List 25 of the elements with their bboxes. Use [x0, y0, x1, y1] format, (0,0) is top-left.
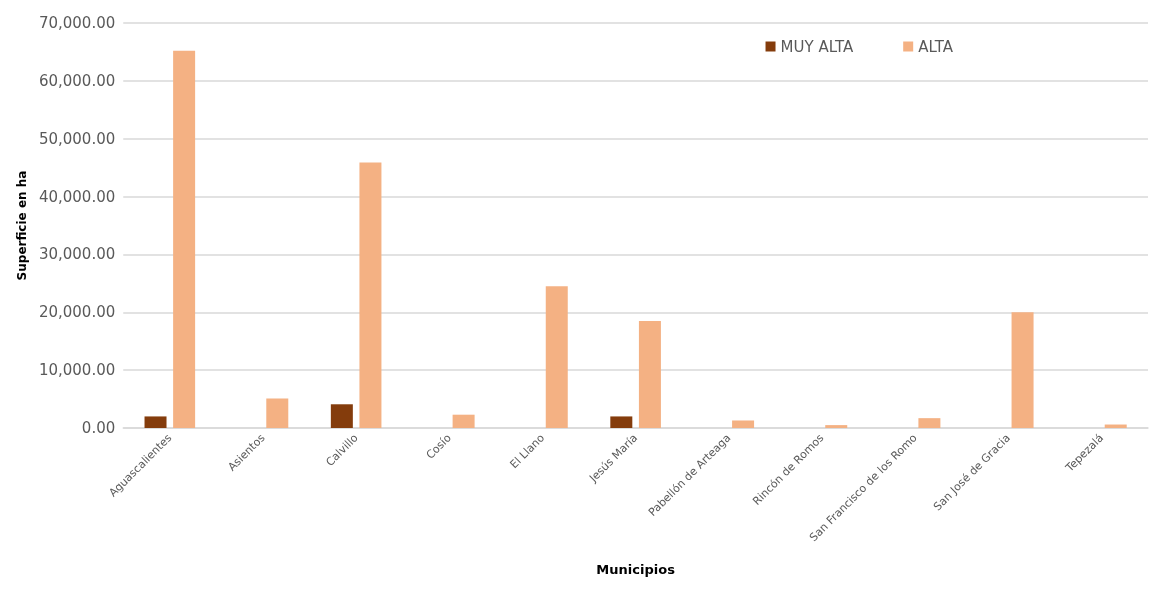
bar — [266, 398, 289, 428]
legend-label: ALTA — [918, 37, 954, 56]
y-tick-label: 40,000.00 — [38, 187, 116, 206]
legend-label: MUY ALTA — [780, 37, 854, 56]
bar — [918, 418, 941, 428]
bar — [452, 414, 475, 428]
y-tick-label: 10,000.00 — [38, 361, 116, 380]
bar — [1011, 312, 1034, 428]
bar — [638, 320, 661, 428]
bar — [545, 286, 568, 428]
x-axis-title: Municipios — [596, 562, 676, 577]
bar — [732, 420, 755, 428]
bar — [330, 404, 353, 428]
y-tick-label: 60,000.00 — [38, 71, 116, 90]
y-axis-title: Superficie en ha — [15, 170, 29, 281]
bar — [359, 162, 382, 428]
bar — [610, 416, 633, 428]
y-tick-label: 50,000.00 — [38, 129, 116, 148]
bar — [144, 416, 167, 428]
bar — [825, 425, 848, 428]
y-tick-label: 70,000.00 — [38, 14, 116, 32]
bar — [173, 50, 196, 428]
y-tick-label: 20,000.00 — [38, 303, 116, 322]
y-tick-label: 30,000.00 — [38, 245, 116, 264]
y-tick-label: 0.00 — [81, 419, 116, 437]
